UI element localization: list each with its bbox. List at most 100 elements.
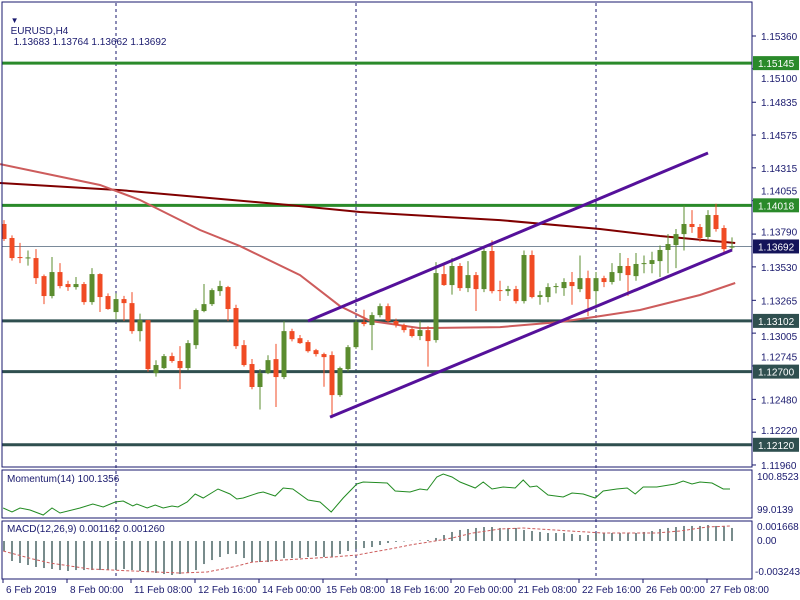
candle[interactable] <box>1 220 7 242</box>
candle[interactable] <box>425 326 431 367</box>
candle[interactable] <box>121 295 127 322</box>
candle[interactable] <box>449 258 455 295</box>
candle[interactable] <box>505 285 511 296</box>
candle[interactable] <box>177 346 183 390</box>
candle[interactable] <box>569 271 575 305</box>
candle[interactable] <box>273 343 279 407</box>
candle[interactable] <box>489 240 495 294</box>
candle[interactable] <box>81 282 87 305</box>
candle[interactable] <box>593 271 599 309</box>
candle[interactable] <box>113 293 119 320</box>
candle[interactable] <box>409 327 415 338</box>
candle[interactable] <box>97 273 103 313</box>
candle[interactable] <box>57 263 63 289</box>
candle[interactable] <box>681 205 687 251</box>
candle[interactable] <box>649 251 655 274</box>
candle[interactable] <box>201 284 207 313</box>
candle[interactable] <box>41 274 47 305</box>
candle[interactable] <box>281 321 287 380</box>
candle[interactable] <box>665 234 671 274</box>
candle[interactable] <box>297 335 303 344</box>
candle[interactable] <box>153 360 159 377</box>
candle[interactable] <box>89 268 95 305</box>
candle[interactable] <box>33 249 39 285</box>
candle[interactable] <box>313 348 319 357</box>
candle[interactable] <box>713 203 719 232</box>
candle[interactable] <box>345 345 351 372</box>
candle[interactable] <box>625 258 631 296</box>
candle[interactable] <box>129 292 135 334</box>
momentum-panel[interactable] <box>2 473 730 516</box>
candle[interactable] <box>601 275 607 288</box>
candle[interactable] <box>233 304 239 349</box>
candle[interactable] <box>137 313 143 342</box>
candle[interactable] <box>401 323 407 333</box>
candle[interactable] <box>465 261 471 293</box>
momentum-line[interactable] <box>2 473 730 516</box>
candle[interactable] <box>441 263 447 286</box>
candle[interactable] <box>105 293 111 310</box>
main-panel[interactable] <box>0 61 752 447</box>
candle[interactable] <box>657 245 663 277</box>
candle[interactable] <box>705 210 711 240</box>
candle[interactable] <box>289 328 295 342</box>
candle[interactable] <box>553 283 559 294</box>
candle[interactable] <box>65 280 71 291</box>
candle[interactable] <box>209 288 215 307</box>
candle[interactable] <box>249 358 255 390</box>
candle[interactable] <box>457 263 463 291</box>
candle[interactable] <box>481 246 487 293</box>
candle[interactable] <box>145 319 151 372</box>
candle[interactable] <box>393 318 399 328</box>
candle[interactable] <box>609 263 615 285</box>
moving-average-slow[interactable] <box>0 182 736 244</box>
candle[interactable] <box>417 321 423 341</box>
candle[interactable] <box>9 235 15 261</box>
candle[interactable] <box>321 352 327 387</box>
candle[interactable] <box>161 353 167 370</box>
candle[interactable] <box>545 283 551 303</box>
candle[interactable] <box>185 340 191 371</box>
candle[interactable] <box>561 278 567 296</box>
candle[interactable] <box>433 262 439 343</box>
candle[interactable] <box>473 271 479 312</box>
candle[interactable] <box>329 351 335 419</box>
candle[interactable] <box>25 250 31 266</box>
trend-channel-line[interactable] <box>307 151 709 323</box>
candle[interactable] <box>513 285 519 304</box>
trend-channel-line[interactable] <box>329 248 733 419</box>
candle[interactable] <box>353 319 359 349</box>
candle[interactable] <box>385 303 391 323</box>
candle[interactable] <box>577 255 583 293</box>
candle[interactable] <box>689 210 695 233</box>
candle[interactable] <box>369 312 375 351</box>
candle[interactable] <box>633 253 639 281</box>
candle[interactable] <box>361 309 367 327</box>
candle[interactable] <box>721 225 727 254</box>
candle[interactable] <box>337 366 343 397</box>
macd-signal-line[interactable] <box>3 525 731 574</box>
candle[interactable] <box>729 237 735 251</box>
candle[interactable] <box>241 340 247 367</box>
candle[interactable] <box>217 280 223 296</box>
candle[interactable] <box>617 253 623 281</box>
candle[interactable] <box>305 340 311 353</box>
candle[interactable] <box>193 308 199 349</box>
candle[interactable] <box>17 242 23 264</box>
candle[interactable] <box>673 229 679 269</box>
candle[interactable] <box>257 369 263 410</box>
triangle-down-icon[interactable]: ▼ <box>10 16 19 25</box>
candle[interactable] <box>521 250 527 304</box>
candle[interactable] <box>377 303 383 318</box>
candle[interactable] <box>265 355 271 375</box>
candle[interactable] <box>169 352 175 363</box>
candle[interactable] <box>537 290 543 305</box>
macd-panel[interactable] <box>3 525 733 575</box>
candle[interactable] <box>641 255 647 274</box>
candle[interactable] <box>225 285 231 322</box>
candle[interactable] <box>49 257 55 299</box>
candle[interactable] <box>497 280 503 301</box>
candle[interactable] <box>697 223 703 242</box>
candle[interactable] <box>73 276 79 290</box>
